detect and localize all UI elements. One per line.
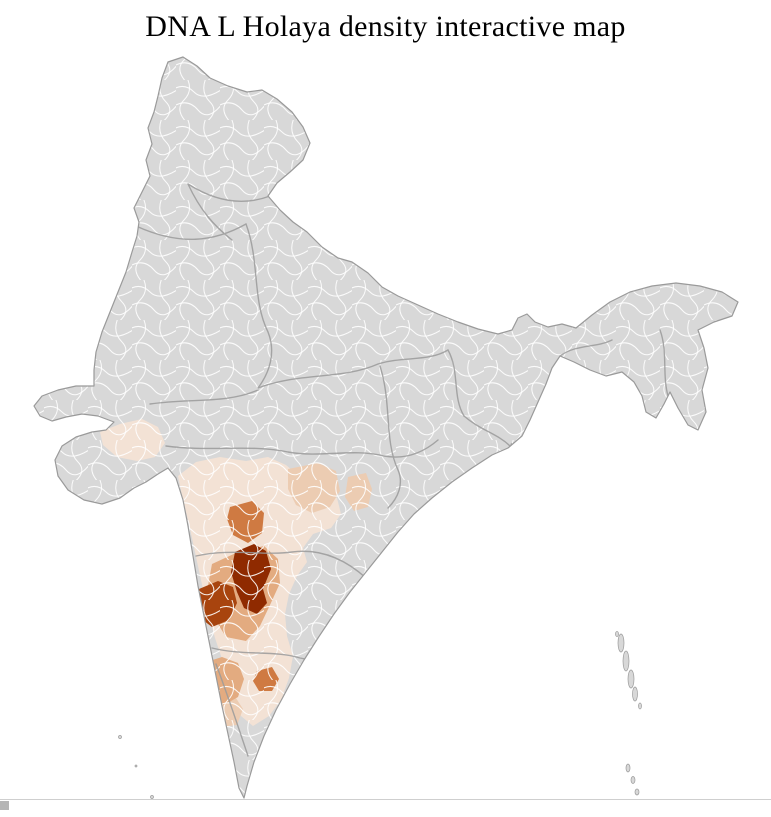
district-grid	[34, 57, 738, 798]
andaman-nicobar-islands[interactable]	[615, 631, 642, 796]
bottom-divider	[0, 799, 771, 800]
corner-tick	[0, 801, 9, 810]
lakshadweep-islands[interactable]	[118, 735, 154, 799]
page-title: DNA L Holaya density interactive map	[145, 10, 626, 43]
density-layer[interactable]	[28, 50, 748, 810]
